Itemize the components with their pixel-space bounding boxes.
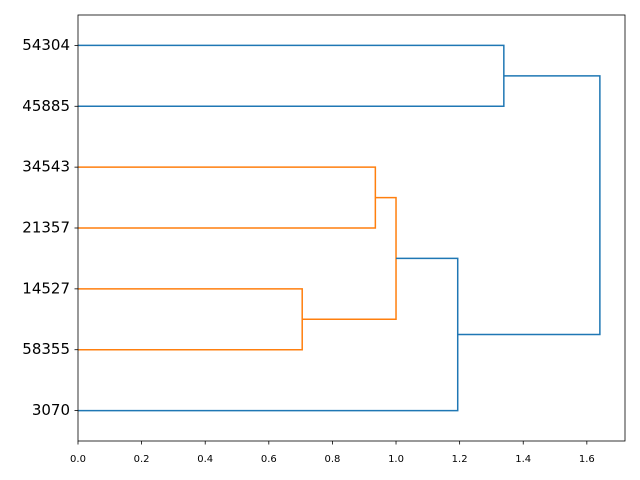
x-tick-label: 0.8 bbox=[324, 454, 340, 465]
link bbox=[78, 44, 505, 108]
x-tick-label: 0.6 bbox=[261, 454, 277, 465]
x-tick-label: 1.4 bbox=[515, 454, 531, 465]
link bbox=[302, 196, 397, 321]
leaf-label: 58355 bbox=[22, 340, 70, 358]
x-tick-label: 0.0 bbox=[70, 454, 86, 465]
leaf-label: 45885 bbox=[22, 97, 70, 115]
x-tick-label: 0.4 bbox=[197, 454, 213, 465]
leaf-label: 14527 bbox=[22, 279, 70, 297]
leaf-label: 34543 bbox=[22, 158, 70, 176]
x-tick-label: 1.6 bbox=[579, 454, 595, 465]
leaf-label: 3070 bbox=[32, 401, 70, 419]
x-tick-label: 1.2 bbox=[452, 454, 468, 465]
leaf-label: 54304 bbox=[22, 36, 70, 54]
x-tick-label: 0.2 bbox=[134, 454, 150, 465]
leaf-label: 21357 bbox=[22, 219, 70, 237]
link bbox=[457, 75, 601, 336]
axes-frame bbox=[77, 14, 626, 442]
link bbox=[78, 288, 303, 351]
x-tick-label: 1.0 bbox=[388, 454, 404, 465]
